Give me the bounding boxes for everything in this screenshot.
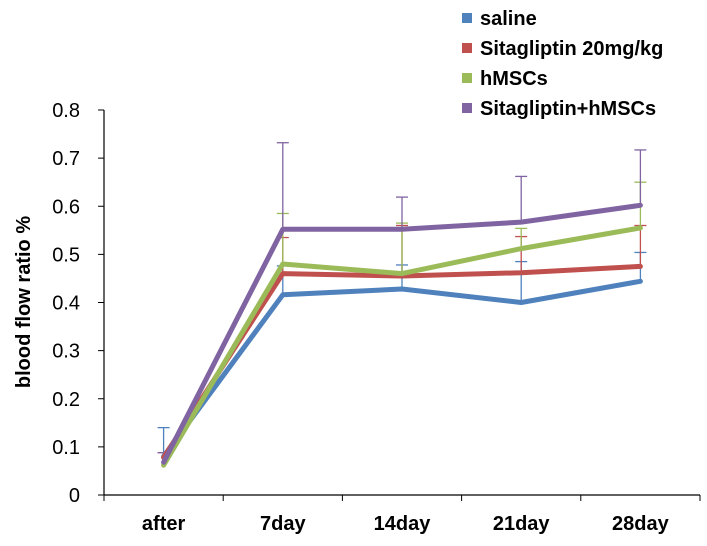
plot-area bbox=[157, 142, 647, 468]
legend-label-sitagliptin-hmscs: Sitagliptin+hMSCs bbox=[480, 98, 656, 120]
y-tick-label: 0.7 bbox=[52, 148, 80, 170]
series-line-hmscs bbox=[161, 225, 643, 468]
legend-label-hmscs: hMSCs bbox=[480, 68, 548, 90]
x-tick-label: after bbox=[142, 513, 186, 535]
x-tick-label: 14day bbox=[374, 513, 432, 535]
legend-swatch-saline bbox=[462, 13, 472, 23]
y-tick-label: 0.4 bbox=[52, 293, 80, 315]
y-tick-label: 0.8 bbox=[52, 100, 80, 122]
y-axis-title: blood flow ratio % bbox=[13, 216, 35, 388]
y-tick-label: 0.5 bbox=[52, 244, 80, 266]
y-tick-label: 0.2 bbox=[52, 389, 80, 411]
y-tick-label: 0.1 bbox=[52, 437, 80, 459]
y-tick-label: 0.3 bbox=[52, 341, 80, 363]
legend-label-saline: saline bbox=[480, 8, 537, 30]
legend-label-sitagliptin-20mg-kg: Sitagliptin 20mg/kg bbox=[480, 38, 663, 60]
legend-swatch-hmscs bbox=[462, 73, 472, 83]
series-line-saline bbox=[161, 278, 643, 459]
x-tick-label: 7day bbox=[260, 513, 306, 535]
legend-swatch-sitagliptin-20mg-kg bbox=[462, 43, 472, 53]
legend: saline Sitagliptin 20mg/kg hMSCs Sitaglipti… bbox=[462, 8, 663, 120]
axes: 0 0.1 0.2 0.3 0.4 0.5 0.6 0.7 0.8 after 7day 14day 2… bbox=[52, 100, 701, 535]
legend-swatch-sitagliptin-hmscs bbox=[462, 103, 472, 113]
x-tick-label: 28day bbox=[612, 513, 670, 535]
y-tick-label: 0.6 bbox=[52, 196, 80, 218]
y-tick-label: 0 bbox=[69, 485, 80, 507]
series-line-sitagliptin-hmscs bbox=[161, 202, 643, 465]
x-tick-label: 21day bbox=[493, 513, 551, 535]
